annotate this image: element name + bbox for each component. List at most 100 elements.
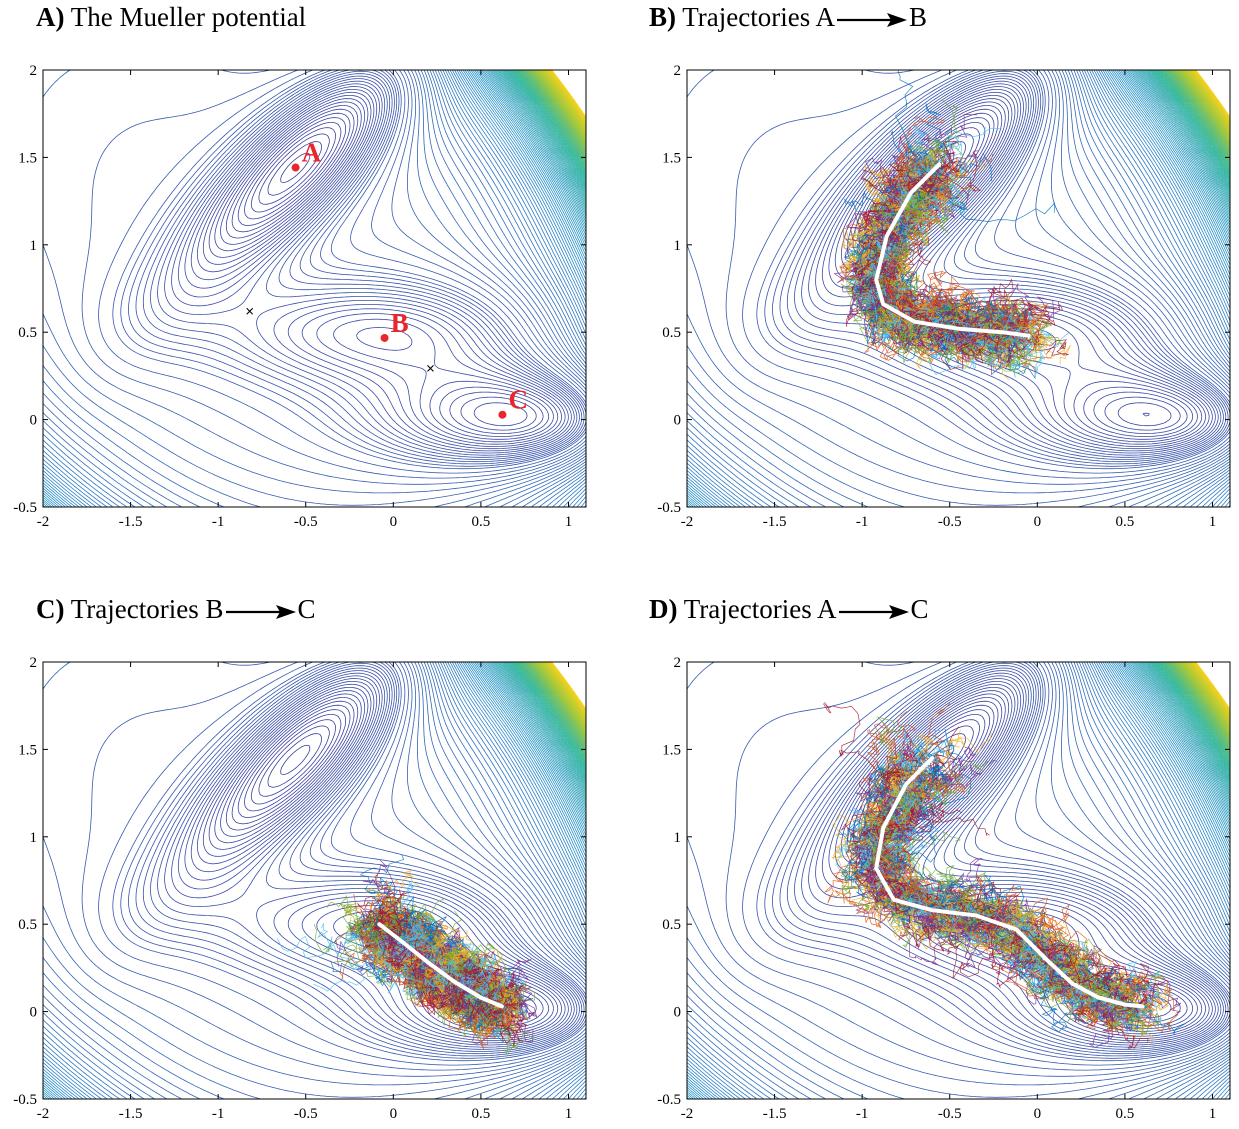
trajectory-line — [360, 916, 513, 1015]
contour-line — [482, 70, 586, 233]
contour-line — [43, 662, 586, 1099]
contour-line — [1150, 70, 1230, 187]
contour-line — [250, 127, 336, 213]
contour-line — [190, 89, 562, 445]
contour-line — [112, 662, 586, 1062]
contour-line — [687, 662, 1230, 1099]
trajectories-a-to-c-plot: -2 -1.5 -1 -0.5 0 0.5 1 -0.5 0 0.5 1 1.5 2 — [657, 655, 1231, 1122]
contour-line — [1180, 662, 1230, 732]
contour-line — [267, 733, 322, 788]
y-tick-label: 0.5 — [18, 325, 37, 341]
contour-line — [43, 70, 586, 507]
trajectory-line — [883, 170, 1046, 354]
contour-line — [43, 70, 586, 507]
contour-line — [43, 662, 586, 1099]
contour-line — [523, 70, 586, 160]
contour-line — [43, 662, 586, 1099]
contour-line — [135, 662, 585, 1055]
contour-line — [687, 662, 1230, 1099]
contour-line — [43, 70, 586, 507]
contour-line — [687, 70, 1230, 507]
contour-line — [43, 662, 586, 1099]
x-tick-label: 0.5 — [472, 514, 491, 530]
contour-line — [742, 70, 1230, 474]
contour-line — [538, 662, 586, 728]
y-tick-label: 2 — [674, 655, 682, 671]
contour-line — [687, 662, 1230, 1099]
contour-line — [523, 662, 586, 752]
contour-line — [43, 70, 586, 507]
saddle-point — [246, 307, 254, 315]
contour-line — [43, 662, 586, 1099]
panel-title-d: D) Trajectories A C — [649, 594, 929, 625]
panel-title-a: A) The Mueller potential — [36, 2, 306, 33]
contour-line — [687, 70, 1230, 507]
contour-line — [687, 662, 1230, 1099]
contour-line — [687, 662, 1230, 1099]
contour-line — [687, 70, 1230, 507]
contour-line — [540, 70, 586, 134]
contour-line — [536, 662, 586, 731]
contour-line — [524, 662, 586, 750]
contour-line — [1135, 662, 1230, 806]
contour-line — [687, 662, 1230, 1099]
contour-lines — [43, 662, 586, 1099]
contour-line — [687, 70, 1230, 506]
contour-line — [43, 70, 586, 507]
contour-line — [687, 70, 1230, 507]
contour-line — [258, 725, 330, 797]
contour-line — [764, 70, 1230, 467]
y-tick-label: 1.5 — [662, 150, 681, 166]
contour-line — [1184, 662, 1230, 725]
contour-line — [526, 662, 586, 746]
minimum-point — [498, 410, 507, 419]
contour-line — [511, 70, 586, 179]
contour-line — [150, 73, 580, 458]
contour-line — [1172, 70, 1230, 152]
contour-line — [258, 133, 330, 205]
contour-line — [1155, 662, 1230, 771]
contour-line — [687, 70, 1230, 507]
contour-line — [509, 662, 586, 774]
contour-line — [208, 98, 550, 437]
x-tick-label: 0 — [1034, 514, 1042, 530]
contour-line — [1167, 662, 1230, 752]
trajectory-line — [373, 910, 517, 1026]
contour-line — [687, 70, 1230, 507]
mean-path-line — [874, 756, 1145, 1009]
contour-line — [225, 108, 528, 427]
contour-line — [687, 70, 1230, 507]
contour-line — [43, 70, 586, 507]
contour-line — [43, 70, 586, 507]
x-tick-label: 0.5 — [1116, 1106, 1135, 1122]
contour-line — [687, 662, 1230, 1099]
contour-line — [520, 70, 586, 164]
contour-line — [687, 70, 1230, 507]
y-tick-label: 1 — [30, 238, 38, 254]
x-tick-label: -1 — [856, 514, 869, 530]
contour-line — [494, 662, 586, 801]
contour-line — [493, 662, 586, 804]
contour-line — [43, 662, 586, 1099]
contour-line — [171, 80, 572, 452]
contour-line — [128, 662, 586, 1057]
x-tick-label: 1 — [565, 514, 573, 530]
contour-line — [538, 70, 586, 136]
contour-line — [687, 70, 1230, 507]
contour-line — [530, 662, 586, 741]
contour-line — [43, 70, 586, 507]
x-tick-label: -2 — [37, 1106, 50, 1122]
contour-line — [81, 70, 586, 479]
contour-line — [506, 70, 586, 187]
contour-line — [43, 70, 586, 507]
contour-line — [280, 152, 311, 183]
trajectory-line — [851, 746, 1148, 1011]
trajectory-line — [849, 767, 1153, 1017]
y-tick-label: 0.5 — [662, 325, 681, 341]
y-tick-label: 1 — [674, 238, 682, 254]
x-tick-label: 1 — [1209, 514, 1217, 530]
contour-line — [1174, 70, 1230, 149]
contour-line — [526, 70, 586, 155]
contour-line — [491, 70, 586, 214]
y-tick-label: -0.5 — [13, 500, 37, 516]
